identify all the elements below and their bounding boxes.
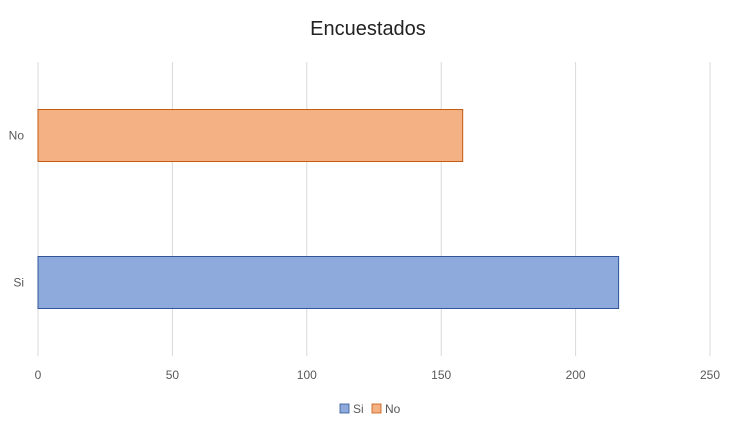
y-tick-label-no: No <box>9 129 25 143</box>
y-tick-label-si: Si <box>13 276 24 290</box>
chart-title: Encuestados <box>310 18 426 40</box>
x-tick-label-0: 0 <box>35 368 42 382</box>
grid-lines <box>37 62 711 356</box>
legend-swatch-si <box>339 403 350 414</box>
x-tick-label-250: 250 <box>700 368 720 382</box>
legend: Si No <box>339 402 401 416</box>
bar-no <box>37 109 464 162</box>
x-tick-label-100: 100 <box>297 368 317 382</box>
x-tick-label-50: 50 <box>166 368 180 382</box>
legend-swatch-no <box>371 403 382 414</box>
axes: 0 50 100 150 200 250 Si No <box>9 129 721 383</box>
bars <box>37 109 620 309</box>
bar-si <box>37 256 620 309</box>
x-tick-label-200: 200 <box>566 368 586 382</box>
legend-label-si: Si <box>353 402 364 416</box>
legend-label-no: No <box>385 402 401 416</box>
x-tick-label-150: 150 <box>431 368 451 382</box>
